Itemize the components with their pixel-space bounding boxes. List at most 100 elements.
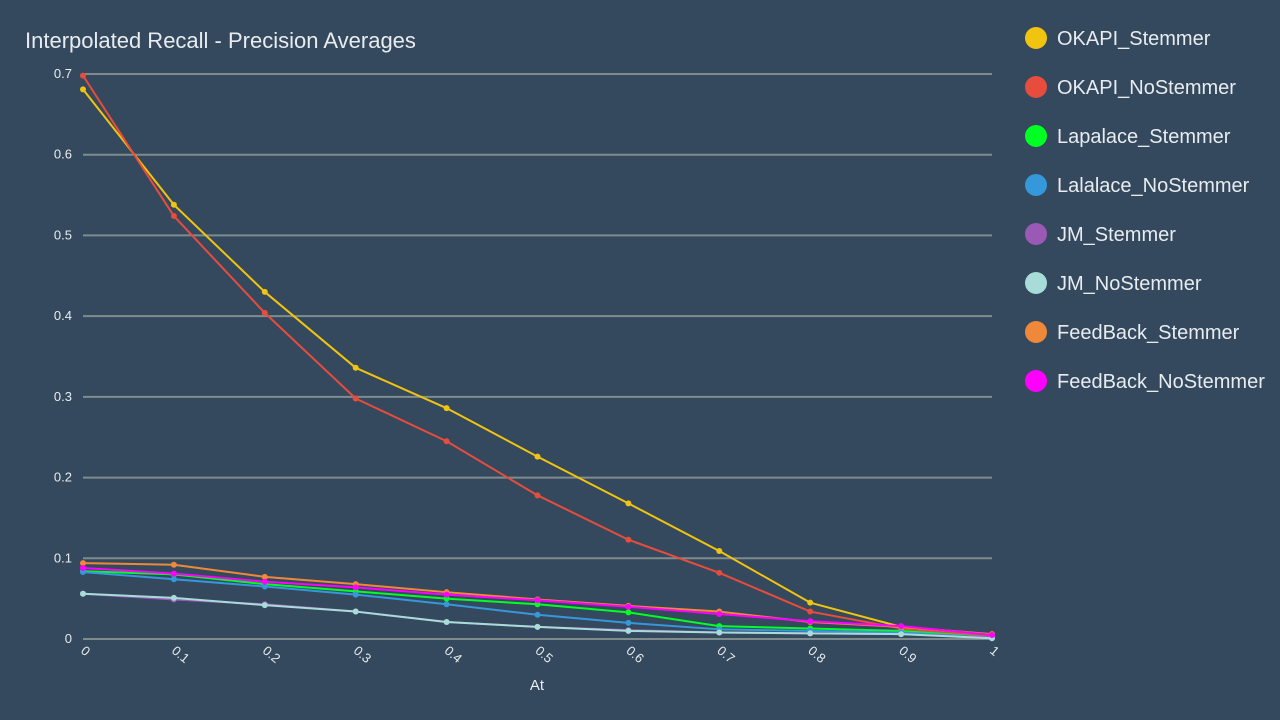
data-point[interactable] — [898, 631, 905, 638]
grid — [83, 73, 992, 640]
series-JM_NoStemmer — [80, 590, 995, 642]
data-point[interactable] — [716, 629, 723, 636]
series-OKAPI_Stemmer — [80, 86, 995, 640]
x-tick-label: 0.9 — [896, 643, 919, 666]
legend-marker — [1025, 321, 1047, 343]
data-point[interactable] — [989, 631, 995, 638]
legend-label: Lalalace_NoStemmer — [1057, 175, 1250, 197]
y-tick-label: 0.7 — [54, 66, 72, 81]
data-point[interactable] — [80, 72, 86, 79]
data-point[interactable] — [261, 578, 268, 585]
x-tick-label: 1 — [987, 643, 1002, 659]
chart-title: Interpolated Recall - Precision Averages — [25, 28, 416, 53]
legend-item[interactable]: Lalalace_NoStemmer — [1025, 174, 1250, 197]
data-point[interactable] — [716, 569, 723, 576]
data-point[interactable] — [170, 570, 177, 577]
data-point[interactable] — [261, 573, 268, 580]
x-tick-label: 0.6 — [623, 643, 646, 666]
data-point[interactable] — [625, 603, 632, 610]
data-point[interactable] — [898, 623, 905, 630]
data-point[interactable] — [170, 201, 177, 208]
series-line — [82, 88, 993, 638]
x-tick-label: 0.1 — [169, 643, 192, 666]
y-axis-ticks: 0 0.1 0.2 0.3 0.4 0.5 0.6 0.7 — [54, 66, 72, 646]
data-point[interactable] — [625, 500, 632, 507]
y-tick-label: 0.2 — [54, 470, 72, 485]
legend-item[interactable]: Lapalace_Stemmer — [1025, 125, 1231, 148]
legend-item[interactable]: JM_NoStemmer — [1025, 272, 1202, 295]
data-point[interactable] — [534, 611, 541, 618]
data-point[interactable] — [807, 618, 814, 625]
legend-label: Lapalace_Stemmer — [1057, 126, 1231, 148]
y-tick-label: 0.6 — [54, 147, 72, 162]
data-point[interactable] — [443, 601, 450, 608]
y-tick-label: 0.1 — [54, 550, 72, 565]
data-point[interactable] — [443, 438, 450, 445]
y-tick-label: 0.5 — [54, 227, 72, 242]
x-tick-label: 0.2 — [260, 643, 283, 666]
data-point[interactable] — [261, 583, 268, 590]
legend-item[interactable]: OKAPI_Stemmer — [1025, 27, 1211, 50]
legend-marker — [1025, 272, 1047, 294]
x-axis-ticks: 0 0.1 0.2 0.3 0.4 0.5 0.6 0.7 0.8 0.9 1 — [78, 643, 1002, 666]
data-point[interactable] — [625, 609, 632, 616]
legend-marker — [1025, 125, 1047, 147]
legend-marker — [1025, 223, 1047, 245]
legend-item[interactable]: OKAPI_NoStemmer — [1025, 76, 1236, 99]
y-tick-label: 0 — [65, 631, 72, 646]
data-point[interactable] — [80, 560, 86, 567]
data-point[interactable] — [352, 608, 359, 615]
series-line — [82, 75, 993, 638]
data-point[interactable] — [352, 364, 359, 371]
data-point[interactable] — [534, 492, 541, 499]
legend-label: OKAPI_Stemmer — [1057, 28, 1211, 50]
data-point[interactable] — [352, 591, 359, 598]
data-point[interactable] — [80, 86, 86, 93]
x-tick-label: 0 — [78, 643, 93, 659]
legend-label: FeedBack_Stemmer — [1057, 322, 1240, 344]
legend-item[interactable]: FeedBack_Stemmer — [1025, 321, 1240, 344]
data-point[interactable] — [534, 623, 541, 630]
data-point[interactable] — [352, 584, 359, 591]
data-point[interactable] — [716, 610, 723, 617]
data-point[interactable] — [625, 536, 632, 543]
series-FeedBack_NoStemmer — [80, 564, 995, 638]
legend: OKAPI_Stemmer OKAPI_NoStemmer Lapalace_Ste… — [1025, 27, 1265, 393]
x-tick-label: 0.7 — [714, 643, 737, 666]
y-tick-label: 0.3 — [54, 389, 72, 404]
data-point[interactable] — [261, 602, 268, 609]
data-point[interactable] — [625, 619, 632, 626]
data-point[interactable] — [170, 561, 177, 568]
data-point[interactable] — [170, 213, 177, 220]
data-point[interactable] — [807, 599, 814, 606]
legend-item[interactable]: FeedBack_NoStemmer — [1025, 370, 1265, 393]
x-tick-label: 0.8 — [805, 643, 828, 666]
legend-item[interactable]: JM_Stemmer — [1025, 223, 1176, 246]
legend-marker — [1025, 174, 1047, 196]
data-point[interactable] — [625, 627, 632, 634]
data-point[interactable] — [807, 630, 814, 637]
data-point[interactable] — [80, 564, 86, 571]
data-point[interactable] — [170, 576, 177, 583]
data-point[interactable] — [534, 453, 541, 460]
x-axis-label: At — [530, 677, 545, 694]
legend-marker — [1025, 76, 1047, 98]
data-point[interactable] — [80, 590, 86, 597]
data-point[interactable] — [443, 591, 450, 598]
data-point[interactable] — [352, 395, 359, 402]
legend-label: JM_NoStemmer — [1057, 273, 1202, 295]
data-point[interactable] — [807, 608, 814, 615]
data-point[interactable] — [534, 597, 541, 604]
x-tick-label: 0.5 — [533, 643, 556, 666]
data-point[interactable] — [261, 288, 268, 295]
x-tick-label: 0.3 — [351, 643, 374, 666]
data-point[interactable] — [443, 619, 450, 626]
series-OKAPI_NoStemmer — [80, 72, 995, 640]
data-point[interactable] — [261, 309, 268, 316]
data-point[interactable] — [716, 548, 723, 555]
x-tick-label: 0.4 — [442, 643, 465, 666]
data-point[interactable] — [443, 405, 450, 412]
data-point[interactable] — [170, 594, 177, 601]
y-tick-label: 0.4 — [54, 308, 72, 323]
